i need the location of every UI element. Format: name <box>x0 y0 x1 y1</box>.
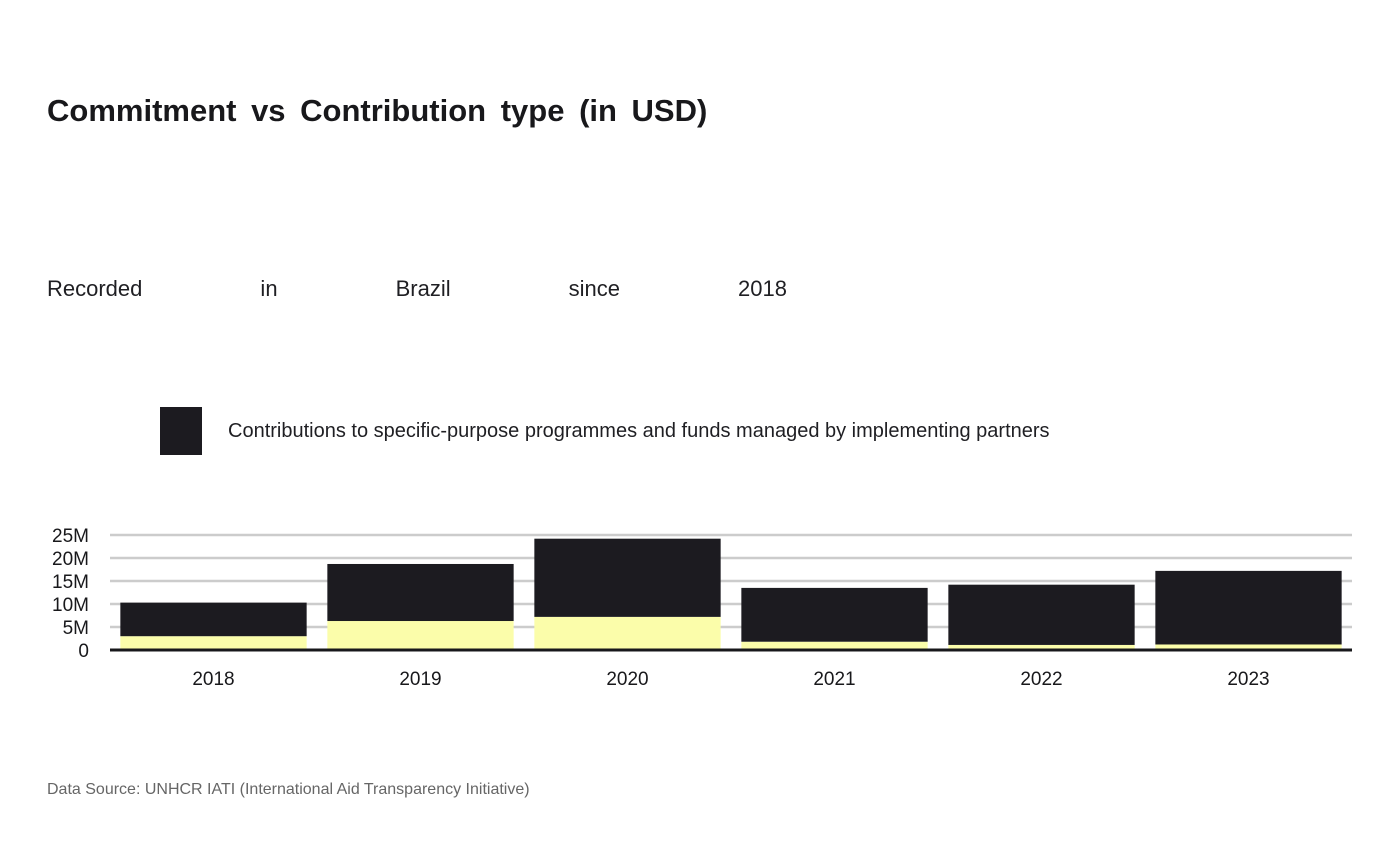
bar-commitment <box>741 641 928 650</box>
chart-title: Commitment vs Contribution type (in USD) <box>47 93 708 128</box>
y-tick-label: 0 <box>78 641 89 662</box>
y-tick-label: 5M <box>63 618 89 639</box>
grid-lines <box>110 533 1352 629</box>
bar-commitment <box>534 616 721 650</box>
bar-contribution <box>1155 570 1342 645</box>
data-source: Data Source: UNHCR IATI (International A… <box>47 781 530 798</box>
y-tick-label: 15M <box>52 572 89 593</box>
y-tick-label: 10M <box>52 595 89 616</box>
legend: Contributions to specific-purpose progra… <box>160 407 1050 455</box>
bar-contribution <box>327 563 514 622</box>
x-tick-label: 2023 <box>1227 669 1269 690</box>
legend-swatch-contributions <box>160 407 202 455</box>
x-tick-label: 2020 <box>606 669 648 690</box>
bar-group <box>120 538 1342 650</box>
bar-commitment <box>327 621 514 650</box>
bar-commitment <box>1155 644 1342 650</box>
bar-contribution <box>948 584 1135 645</box>
bar-contribution <box>120 602 307 637</box>
x-tick-label: 2019 <box>399 669 441 690</box>
y-tick-label: 20M <box>52 549 89 570</box>
x-tick-label: 2022 <box>1020 669 1062 690</box>
x-tick-label: 2021 <box>813 669 855 690</box>
x-tick-label: 2018 <box>192 669 234 690</box>
chart-subtitle: Recorded in Brazil since 2018 <box>47 276 787 301</box>
y-tick-label: 25M <box>52 526 89 547</box>
legend-label-contributions: Contributions to specific-purpose progra… <box>228 419 1050 442</box>
bar-commitment <box>948 644 1135 650</box>
bar-contribution <box>741 587 928 642</box>
bar-contribution <box>534 538 721 617</box>
bar-commitment <box>120 636 307 650</box>
